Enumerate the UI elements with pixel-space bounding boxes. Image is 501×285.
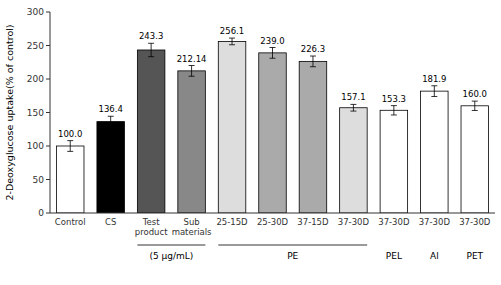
x-tick-label: 37-30D bbox=[378, 217, 410, 227]
error-bar bbox=[472, 101, 478, 110]
group-label: PE bbox=[287, 251, 298, 261]
group-bracket bbox=[137, 245, 205, 246]
data-label: 136.4 bbox=[99, 104, 123, 114]
error-bar bbox=[350, 104, 356, 111]
y-tick-label: 50 bbox=[33, 175, 45, 185]
x-tick-label: 37-30D bbox=[338, 217, 370, 227]
error-bar bbox=[67, 141, 73, 152]
bar bbox=[178, 71, 206, 213]
data-label: 239.0 bbox=[260, 36, 284, 46]
error-bar bbox=[270, 48, 276, 59]
data-label: 226.3 bbox=[301, 44, 325, 54]
group-label: PET bbox=[466, 251, 483, 261]
error-bar bbox=[189, 66, 195, 77]
data-label: 181.9 bbox=[422, 74, 446, 84]
bar bbox=[380, 110, 408, 213]
x-tick-label: 37-30D bbox=[419, 217, 451, 227]
data-label: 212.14 bbox=[177, 54, 207, 64]
y-axis bbox=[50, 12, 51, 213]
error-bar bbox=[310, 56, 316, 67]
group-bracket bbox=[218, 245, 367, 246]
error-bar bbox=[108, 116, 114, 127]
data-label: 100.0 bbox=[58, 129, 82, 139]
chart: 0 50 100 150 200 250 300 100.0 136.4 243.3 212.14 2… bbox=[0, 0, 501, 285]
y-tick bbox=[46, 112, 50, 113]
error-bar bbox=[229, 38, 235, 45]
y-tick-label: 200 bbox=[27, 74, 44, 84]
y-tick bbox=[46, 79, 50, 80]
y-tick-label: 100 bbox=[27, 141, 44, 151]
x-tick-label: 37-15D bbox=[297, 217, 329, 227]
error-bar bbox=[148, 43, 154, 56]
y-tick-label: 250 bbox=[27, 41, 44, 51]
data-label: 256.1 bbox=[220, 26, 244, 36]
x-tick-label: Submaterials bbox=[172, 217, 212, 237]
error-bar bbox=[431, 86, 437, 97]
data-label: 157.1 bbox=[341, 92, 365, 102]
x-tick-label: 37-30D bbox=[459, 217, 491, 227]
y-tick-label: 0 bbox=[38, 208, 44, 218]
group-label: Al bbox=[430, 251, 439, 261]
y-tick bbox=[46, 45, 50, 46]
y-axis-label: 2-Deoxyglucose uptake(% of control) bbox=[4, 24, 15, 200]
bar bbox=[340, 108, 368, 213]
bar bbox=[56, 146, 84, 213]
bar bbox=[461, 106, 489, 213]
data-label: 153.3 bbox=[382, 94, 406, 104]
x-tick-label: CS bbox=[105, 217, 116, 227]
x-axis bbox=[50, 213, 495, 214]
bars bbox=[56, 38, 488, 213]
x-tick-label: 25-30D bbox=[257, 217, 289, 227]
bar bbox=[137, 50, 165, 213]
group-label: (5 μg/mL) bbox=[149, 251, 193, 261]
y-tick-label: 150 bbox=[27, 108, 44, 118]
data-label: 243.3 bbox=[139, 31, 163, 41]
data-label: 160.0 bbox=[463, 89, 487, 99]
y-tick-label: 300 bbox=[27, 7, 44, 17]
bar bbox=[218, 41, 246, 213]
y-tick bbox=[46, 146, 50, 147]
bar bbox=[97, 122, 125, 213]
group-label: PEL bbox=[386, 251, 402, 261]
y-tick bbox=[46, 213, 50, 214]
x-tick-label: Control bbox=[55, 217, 86, 227]
bar bbox=[259, 53, 287, 213]
bar bbox=[299, 61, 327, 213]
y-tick bbox=[46, 179, 50, 180]
bar bbox=[421, 91, 449, 213]
x-tick-label: Testproduct bbox=[135, 217, 168, 237]
y-tick bbox=[46, 12, 50, 13]
error-bar bbox=[391, 106, 397, 115]
x-tick-label: 25-15D bbox=[216, 217, 248, 227]
